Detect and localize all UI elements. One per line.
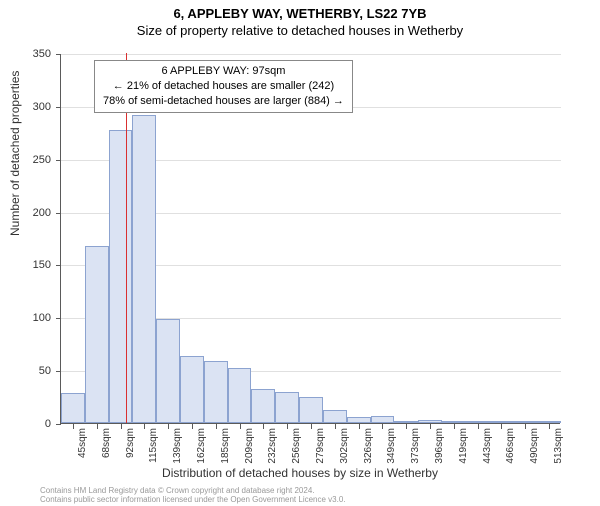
x-tick-mark: [406, 424, 407, 429]
x-tick-mark: [430, 424, 431, 429]
histogram-bar: [418, 420, 442, 423]
x-tick-mark: [287, 424, 288, 429]
x-tick-mark: [478, 424, 479, 429]
histogram-bar: [132, 115, 156, 423]
x-tick-mark: [263, 424, 264, 429]
histogram-bar: [204, 361, 228, 423]
x-tick-mark: [549, 424, 550, 429]
histogram-bar: [490, 421, 514, 423]
y-tick-label: 100: [11, 312, 51, 324]
histogram-bar: [299, 397, 323, 423]
x-tick-mark: [454, 424, 455, 429]
x-tick-mark: [240, 424, 241, 429]
x-tick-mark: [311, 424, 312, 429]
x-tick-mark: [501, 424, 502, 429]
subtitle: Size of property relative to detached ho…: [0, 23, 600, 38]
histogram-bar: [275, 392, 299, 423]
y-tick-mark: [56, 318, 61, 319]
x-tick-mark: [192, 424, 193, 429]
histogram-bar: [466, 421, 490, 423]
page-title: 6, APPLEBY WAY, WETHERBY, LS22 7YB: [0, 6, 600, 21]
histogram-bar: [61, 393, 85, 423]
info-box: 6 APPLEBY WAY: 97sqm ← 21% of detached h…: [94, 60, 353, 113]
y-tick-label: 50: [11, 365, 51, 377]
histogram-bar: [513, 421, 537, 423]
histogram-bar: [85, 246, 109, 423]
histogram-bar: [323, 410, 347, 423]
x-tick-mark: [359, 424, 360, 429]
x-tick-mark: [73, 424, 74, 429]
x-tick-mark: [97, 424, 98, 429]
y-tick-label: 150: [11, 259, 51, 271]
info-line-2: ← 21% of detached houses are smaller (24…: [103, 79, 344, 94]
x-tick-mark: [168, 424, 169, 429]
footer-line-2: Contains public sector information licen…: [40, 495, 346, 504]
histogram-bar: [251, 389, 275, 423]
x-tick-mark: [525, 424, 526, 429]
histogram-bar: [347, 417, 371, 423]
x-tick-mark: [121, 424, 122, 429]
y-tick-label: 250: [11, 154, 51, 166]
x-tick-mark: [382, 424, 383, 429]
footer-line-1: Contains HM Land Registry data © Crown c…: [40, 486, 346, 495]
info-line-1: 6 APPLEBY WAY: 97sqm: [103, 64, 344, 79]
y-tick-mark: [56, 160, 61, 161]
info-line-3: 78% of semi-detached houses are larger (…: [103, 94, 344, 109]
y-tick-label: 0: [11, 418, 51, 430]
y-tick-mark: [56, 265, 61, 266]
x-tick-mark: [335, 424, 336, 429]
histogram-bar: [228, 368, 252, 423]
histogram-bar: [180, 356, 204, 423]
y-tick-mark: [56, 107, 61, 108]
histogram-bar: [537, 421, 561, 423]
histogram-bar: [371, 416, 395, 423]
histogram-bar: [442, 421, 466, 423]
histogram-bar: [156, 319, 180, 423]
y-tick-label: 300: [11, 101, 51, 113]
y-tick-mark: [56, 54, 61, 55]
y-tick-mark: [56, 213, 61, 214]
y-tick-mark: [56, 424, 61, 425]
y-tick-label: 200: [11, 207, 51, 219]
x-tick-mark: [144, 424, 145, 429]
x-axis-label: Distribution of detached houses by size …: [0, 466, 600, 480]
x-tick-mark: [216, 424, 217, 429]
y-tick-label: 350: [11, 48, 51, 60]
footer: Contains HM Land Registry data © Crown c…: [40, 486, 346, 504]
histogram-bar: [109, 130, 133, 423]
gridline: [61, 54, 561, 55]
y-tick-mark: [56, 371, 61, 372]
histogram-bar: [394, 421, 418, 423]
